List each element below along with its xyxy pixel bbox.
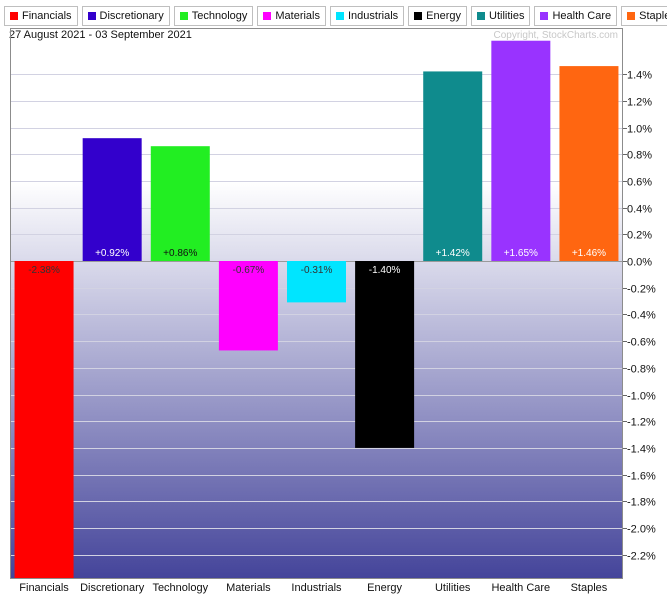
legend-swatch — [10, 12, 18, 20]
bar-materials — [218, 261, 278, 351]
legend-item-energy[interactable]: Energy — [408, 6, 467, 26]
x-tick-label-energy: Energy — [367, 582, 402, 594]
bar-industrials — [287, 261, 346, 303]
legend: Financials Discretionary Technology Materia… — [4, 6, 667, 26]
y-tick-label: -0.8% — [627, 364, 656, 376]
y-tick-label: -2.2% — [627, 551, 656, 563]
y-tick-label: 1.2% — [627, 97, 652, 109]
x-tick-label-materials: Materials — [226, 582, 271, 594]
legend-label: Health Care — [552, 10, 612, 22]
x-tick-label-financials: Financials — [19, 582, 69, 594]
y-tick-label: -0.2% — [627, 284, 656, 296]
y-tick-label: 1.4% — [627, 70, 652, 82]
date-range-label: 27 August 2021 - 03 September 2021 — [9, 29, 192, 41]
y-tick-label: 0.8% — [627, 150, 652, 162]
y-tick-label: -1.8% — [627, 497, 656, 509]
legend-swatch — [477, 12, 485, 20]
legend-item-health-care[interactable]: Health Care — [534, 6, 618, 26]
legend-item-materials[interactable]: Materials — [257, 6, 326, 26]
data-label-technology: +0.86% — [163, 248, 197, 259]
legend-label: Utilities — [489, 10, 525, 22]
data-label-staples: +1.46% — [572, 248, 606, 259]
legend-label: Financials — [22, 10, 72, 22]
plot-border — [10, 28, 623, 579]
data-label-materials: -0.67% — [233, 265, 265, 276]
y-tick-label: -2.0% — [627, 524, 656, 536]
x-tick-label-health-care: Health Care — [491, 582, 550, 594]
x-tick-label-staples: Staples — [571, 582, 608, 594]
legend-label: Industrials — [348, 10, 399, 22]
legend-label: Discretionary — [99, 10, 164, 22]
data-labels: -2.38% +0.92% +0.86% -0.67% -0.31% -1.40% +1.4… — [28, 248, 606, 276]
legend-swatch — [179, 12, 188, 20]
bars — [14, 40, 619, 579]
bar-discretionary — [82, 138, 142, 261]
legend-label: Materials — [275, 10, 320, 22]
copyright-text: Copyright, StockCharts.com — [494, 30, 619, 41]
y-tick-label: 1.0% — [627, 124, 652, 136]
y-tick-label: 0.0% — [627, 257, 652, 269]
legend-item-technology[interactable]: Technology — [173, 6, 254, 26]
bar-utilities — [423, 71, 483, 262]
x-tick-label-discretionary: Discretionary — [80, 582, 145, 594]
gridlines — [10, 74, 623, 556]
y-tick-label: -0.4% — [627, 310, 656, 322]
y-tick-label: -1.6% — [627, 471, 656, 483]
data-label-financials: -2.38% — [28, 265, 60, 276]
data-label-industrials: -0.31% — [301, 265, 333, 276]
data-label-health-care: +1.65% — [504, 248, 538, 259]
data-label-energy: -1.40% — [369, 265, 401, 276]
x-tick-label-technology: Technology — [152, 582, 208, 594]
legend-item-utilities[interactable]: Utilities — [471, 6, 531, 26]
legend-swatch — [336, 12, 344, 20]
legend-label: Staples — [639, 10, 667, 22]
bar-technology — [150, 146, 210, 261]
y-tick-label: 0.6% — [627, 177, 652, 189]
bar-energy — [355, 261, 415, 448]
data-label-utilities: +1.42% — [436, 248, 470, 259]
y-tick-label: 0.2% — [627, 230, 652, 242]
data-label-discretionary: +0.92% — [95, 248, 129, 259]
legend-swatch — [627, 12, 636, 20]
y-tick-label: -1.0% — [627, 391, 656, 403]
legend-label: Technology — [191, 10, 248, 22]
bar-staples — [559, 66, 619, 261]
y-tick-label: -0.6% — [627, 337, 656, 349]
x-tick-label-utilities: Utilities — [435, 582, 471, 594]
legend-label: Energy — [426, 10, 461, 22]
bar-health-care — [491, 40, 551, 261]
y-axis: 1.4% 1.2% 1.0% 0.8% 0.6% 0.4% 0.2% 0.0% -0.2% -0.… — [623, 70, 656, 563]
legend-swatch — [540, 12, 549, 20]
legend-item-staples[interactable]: Staples — [621, 6, 667, 26]
legend-item-financials[interactable]: Financials — [4, 6, 78, 26]
legend-swatch — [263, 12, 272, 20]
legend-swatch — [414, 12, 423, 20]
x-tick-label-industrials: Industrials — [291, 582, 342, 594]
bar-financials — [14, 261, 74, 579]
legend-item-discretionary[interactable]: Discretionary — [81, 6, 170, 26]
x-axis: Financials Discretionary Technology Materia… — [19, 582, 607, 594]
y-tick-label: -1.4% — [627, 444, 656, 456]
y-tick-label: -1.2% — [627, 417, 656, 429]
y-tick-label: 0.4% — [627, 204, 652, 216]
legend-item-industrials[interactable]: Industrials — [330, 6, 405, 26]
legend-swatch — [87, 12, 96, 20]
